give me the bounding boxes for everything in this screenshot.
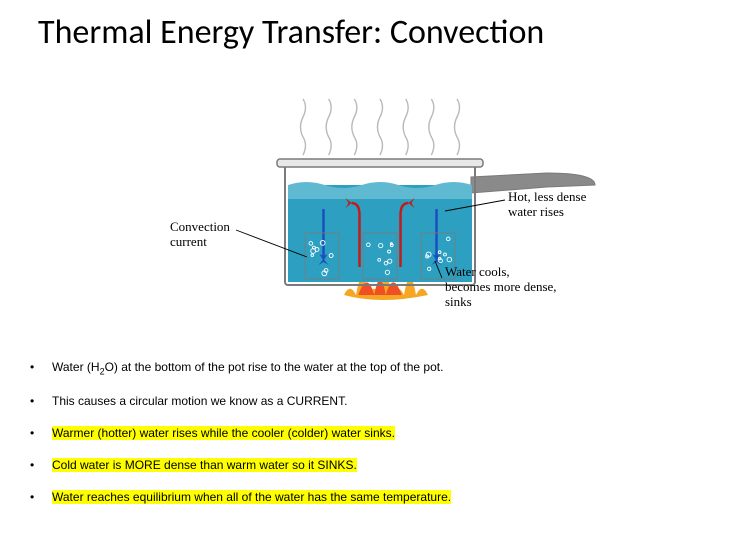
bullet-item: •Cold water is MORE dense than warm wate… xyxy=(28,458,728,472)
bullet-marker: • xyxy=(28,394,52,408)
bullet-item: •Water reaches equilibrium when all of t… xyxy=(28,490,728,504)
label-cools-sinks: Water cools,becomes more dense,sinks xyxy=(445,265,557,310)
page-title: Thermal Energy Transfer: Convection xyxy=(0,0,756,53)
bullet-text: Water (H2O) at the bottom of the pot ris… xyxy=(52,360,728,376)
label-convection-current: Convectioncurrent xyxy=(170,220,230,250)
bullet-text: Cold water is MORE dense than warm water… xyxy=(52,458,728,472)
bullet-list: •Water (H2O) at the bottom of the pot ri… xyxy=(28,360,728,522)
bullet-item: •Warmer (hotter) water rises while the c… xyxy=(28,426,728,440)
bullet-marker: • xyxy=(28,458,52,472)
convection-diagram: Convectioncurrent Hot, less densewater r… xyxy=(0,70,756,350)
bullet-item: •Water (H2O) at the bottom of the pot ri… xyxy=(28,360,728,376)
bullet-marker: • xyxy=(28,360,52,374)
bullet-item: •This causes a circular motion we know a… xyxy=(28,394,728,408)
bullet-text: Warmer (hotter) water rises while the co… xyxy=(52,426,728,440)
bullet-marker: • xyxy=(28,426,52,440)
bullet-marker: • xyxy=(28,490,52,504)
label-hot-rises: Hot, less densewater rises xyxy=(508,190,586,220)
bullet-text: Water reaches equilibrium when all of th… xyxy=(52,490,728,504)
bullet-text: This causes a circular motion we know as… xyxy=(52,394,728,408)
